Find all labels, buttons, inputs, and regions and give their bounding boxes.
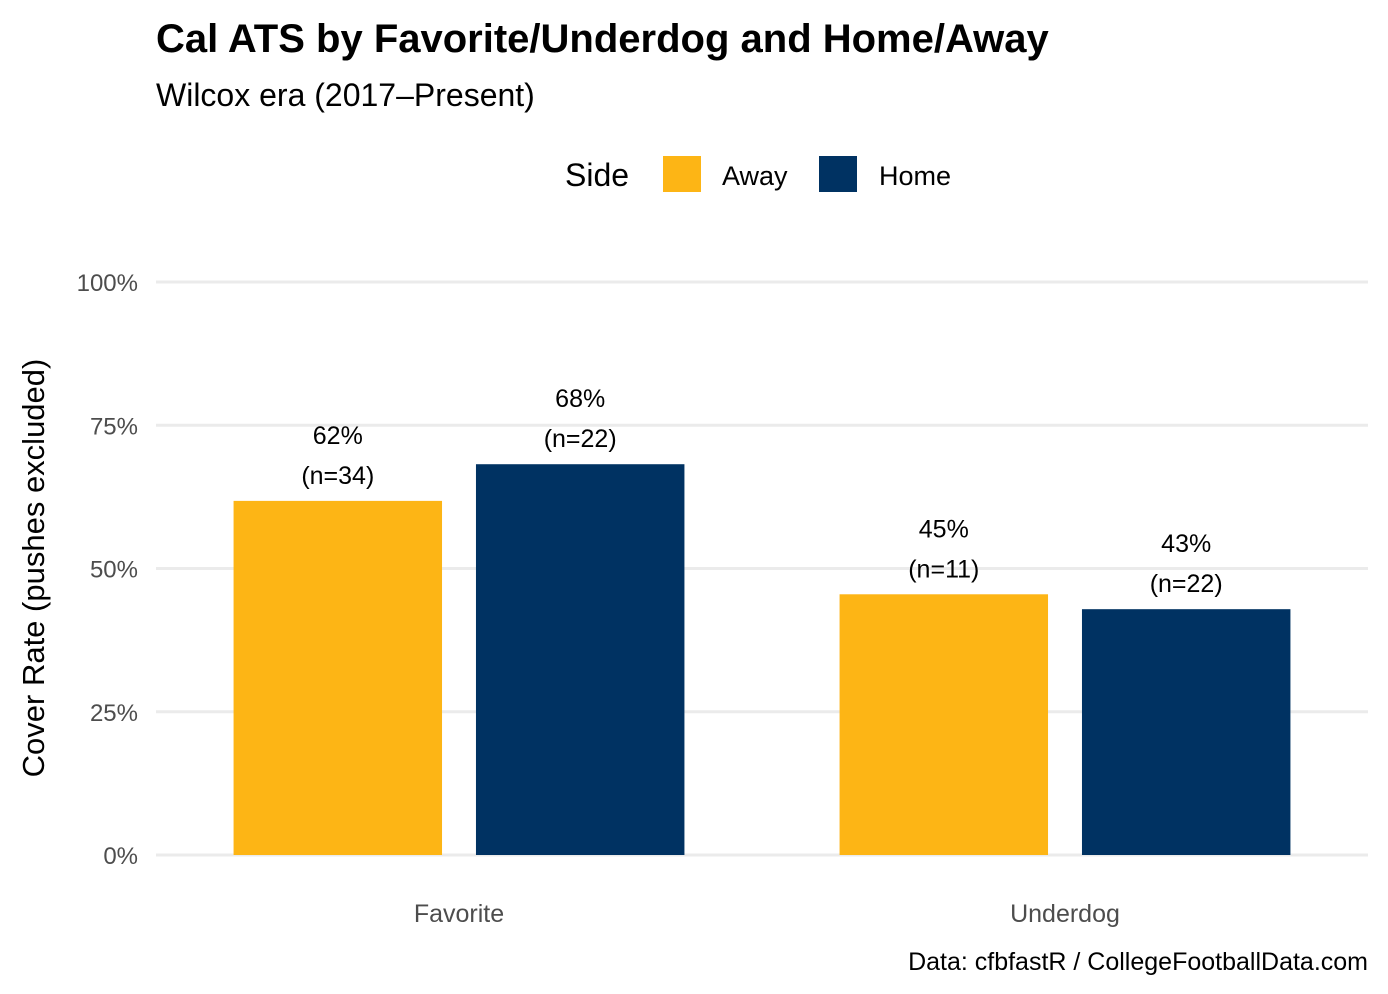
x-axis-categories: Favorite Underdog [414,900,1120,928]
x-category-label: Underdog [1010,900,1120,928]
chart-subtitle: Wilcox era (2017–Present) [156,77,535,113]
y-tick-label: 100% [77,270,138,297]
legend-title: Side [565,157,629,193]
legend-swatch-away [663,156,701,192]
bar-favorite-home [475,464,685,855]
bar-value-label: 68% [555,385,605,413]
legend: Side Away Home [565,156,951,193]
y-tick-label: 50% [90,557,138,584]
y-axis-ticks: 0% 25% 50% 75% 100% [77,270,138,870]
bar-value-label: 62% [313,422,363,450]
data-labels: 62% (n=34) 68% (n=22) 45% (n=11) 43% (n=22) [301,385,1222,598]
chart-title: Cal ATS by Favorite/Underdog and Home/Aw… [156,17,1050,61]
legend-label-away: Away [722,161,788,191]
bar-value-label: 43% [1161,530,1211,558]
legend-swatch-home [819,156,857,192]
y-axis-label: Cover Rate (pushes excluded) [16,359,51,778]
bar-favorite-away [233,500,443,855]
bar-count-label: (n=34) [301,462,374,490]
bar-value-label: 45% [919,515,969,543]
chart-caption: Data: cfbfastR / CollegeFootballData.com [908,948,1368,976]
bar-count-label: (n=11) [908,555,979,583]
bar-count-label: (n=22) [544,425,617,453]
y-tick-label: 25% [90,700,138,727]
bars [233,464,1291,855]
legend-label-home: Home [879,161,951,191]
bar-underdog-away [839,594,1049,855]
x-category-label: Favorite [414,900,504,928]
bar-underdog-home [1081,609,1291,855]
bar-count-label: (n=22) [1150,570,1223,598]
y-tick-label: 75% [90,413,138,440]
y-tick-label: 0% [103,843,138,870]
